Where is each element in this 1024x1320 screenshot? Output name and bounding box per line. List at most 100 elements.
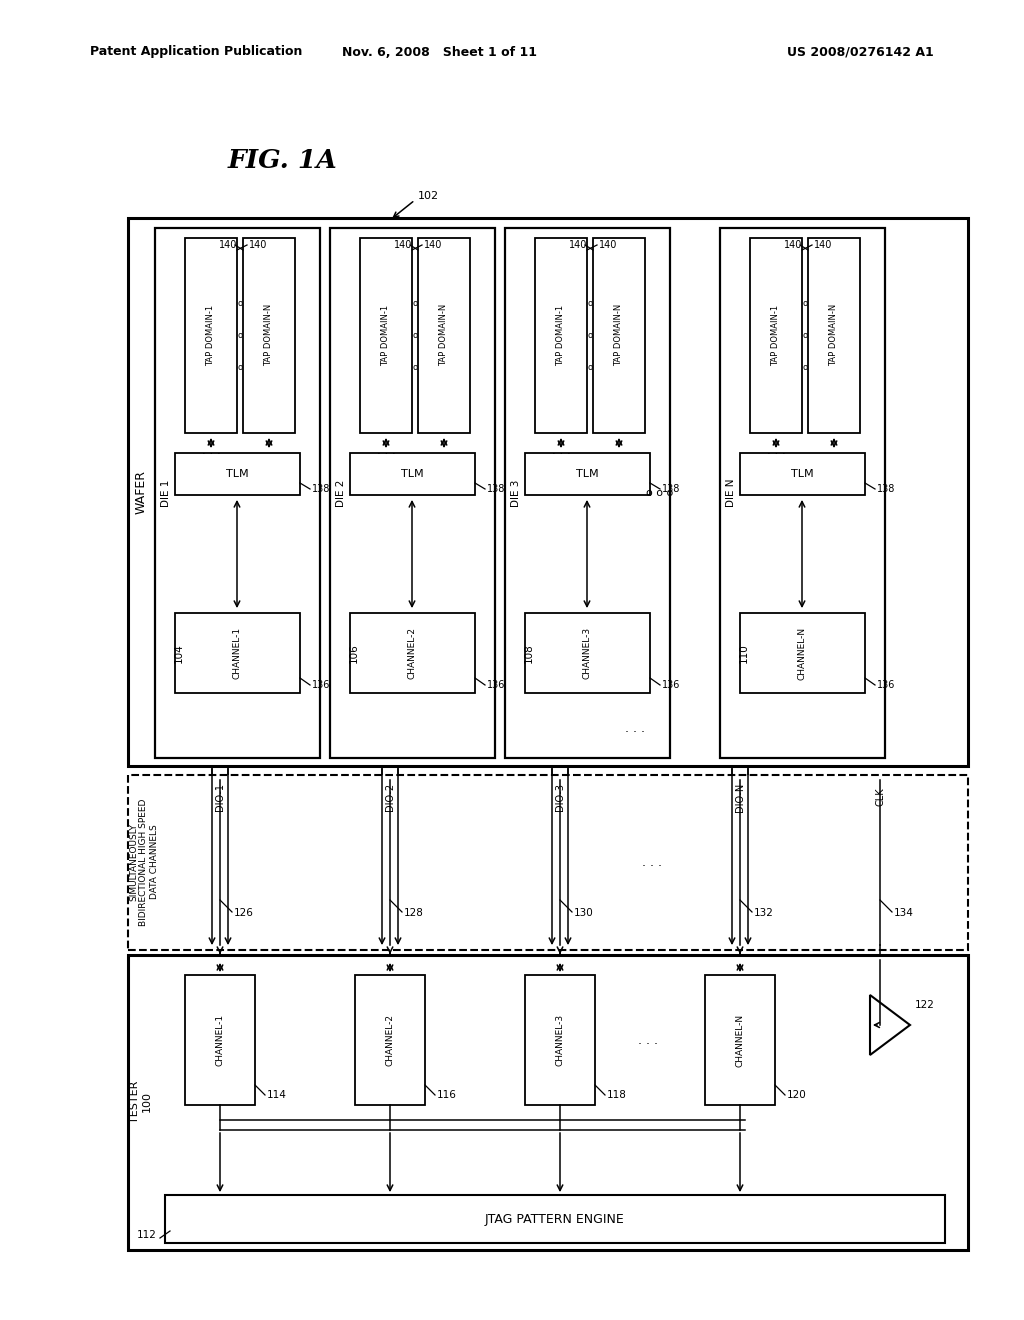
Text: CHANNEL-3: CHANNEL-3: [583, 627, 592, 678]
Text: TAP DOMAIN-N: TAP DOMAIN-N: [439, 304, 449, 366]
Text: 136: 136: [312, 680, 331, 690]
Text: TLM: TLM: [400, 469, 423, 479]
Bar: [355, 975, 425, 1105]
Text: . . .: . . .: [377, 445, 395, 458]
Bar: [525, 612, 650, 693]
Text: 140: 140: [219, 240, 237, 249]
Text: 136: 136: [877, 680, 895, 690]
Text: 126: 126: [234, 908, 254, 917]
Text: 138: 138: [877, 484, 895, 494]
Bar: [243, 238, 295, 433]
Text: 140: 140: [393, 240, 412, 249]
Text: CHANNEL-N: CHANNEL-N: [798, 627, 807, 680]
Bar: [740, 453, 865, 495]
Text: o: o: [588, 363, 593, 372]
Text: TAP DOMAIN-N: TAP DOMAIN-N: [264, 304, 273, 366]
Text: CHANNEL-2: CHANNEL-2: [408, 627, 417, 678]
Text: o: o: [803, 363, 808, 372]
Text: FIG. 1A: FIG. 1A: [228, 148, 338, 173]
Text: CLK: CLK: [874, 788, 885, 807]
Text: 136: 136: [487, 680, 506, 690]
Text: TESTER
100: TESTER 100: [130, 1081, 152, 1123]
Text: o: o: [803, 298, 808, 308]
Bar: [750, 238, 802, 433]
Text: 140: 140: [568, 240, 587, 249]
Bar: [128, 218, 968, 766]
Text: o: o: [238, 298, 243, 308]
Text: o: o: [588, 330, 593, 339]
Text: 118: 118: [607, 1090, 627, 1100]
Text: DIO-2: DIO-2: [385, 783, 395, 810]
Text: JTAG PATTERN ENGINE: JTAG PATTERN ENGINE: [485, 1213, 625, 1225]
Text: CHANNEL-1: CHANNEL-1: [232, 627, 242, 678]
Bar: [525, 975, 595, 1105]
Text: o: o: [413, 330, 418, 339]
Text: . . .: . . .: [638, 1034, 658, 1047]
Bar: [525, 453, 650, 495]
Bar: [808, 238, 860, 433]
Text: . . .: . . .: [202, 445, 220, 458]
Text: 112: 112: [137, 1230, 157, 1239]
Bar: [128, 954, 968, 1250]
Bar: [175, 612, 300, 693]
Text: 116: 116: [437, 1090, 457, 1100]
Text: 140: 140: [249, 240, 267, 249]
Text: . . .: . . .: [625, 722, 645, 734]
Text: o: o: [238, 330, 243, 339]
Bar: [418, 238, 470, 433]
Bar: [175, 453, 300, 495]
Text: o: o: [803, 330, 808, 339]
Bar: [185, 238, 237, 433]
Bar: [155, 228, 319, 758]
Text: DIE N: DIE N: [726, 479, 736, 507]
Text: DIO-3: DIO-3: [555, 783, 565, 810]
Bar: [360, 238, 412, 433]
Text: Nov. 6, 2008   Sheet 1 of 11: Nov. 6, 2008 Sheet 1 of 11: [342, 45, 538, 58]
Text: DIE 1: DIE 1: [161, 479, 171, 507]
Text: TAP DOMAIN-1: TAP DOMAIN-1: [207, 305, 215, 366]
Text: 130: 130: [574, 908, 594, 917]
Text: SIMULTANEOUSLY
BIDIRECTIONAL HIGH SPEED
DATA CHANNELS: SIMULTANEOUSLY BIDIRECTIONAL HIGH SPEED …: [129, 799, 159, 925]
Text: US 2008/0276142 A1: US 2008/0276142 A1: [787, 45, 934, 58]
Text: TAP DOMAIN-N: TAP DOMAIN-N: [829, 304, 839, 366]
Text: 114: 114: [267, 1090, 287, 1100]
Text: CHANNEL-3: CHANNEL-3: [555, 1014, 564, 1067]
Bar: [720, 228, 885, 758]
Text: TAP DOMAIN-1: TAP DOMAIN-1: [771, 305, 780, 366]
Bar: [165, 1195, 945, 1243]
Bar: [350, 453, 475, 495]
Text: TAP DOMAIN-N: TAP DOMAIN-N: [614, 304, 624, 366]
Text: o: o: [588, 298, 593, 308]
Text: o o o: o o o: [646, 488, 674, 498]
Bar: [128, 775, 968, 950]
Text: 138: 138: [662, 484, 680, 494]
Text: CHANNEL-2: CHANNEL-2: [385, 1014, 394, 1067]
Text: 106: 106: [349, 643, 359, 663]
Text: o: o: [413, 298, 418, 308]
Text: 140: 140: [783, 240, 802, 249]
Text: . . .: . . .: [642, 855, 662, 869]
Text: TLM: TLM: [791, 469, 813, 479]
Text: 108: 108: [524, 643, 534, 663]
Text: CHANNEL-1: CHANNEL-1: [215, 1014, 224, 1067]
Text: TLM: TLM: [225, 469, 248, 479]
Text: CHANNEL-N: CHANNEL-N: [735, 1014, 744, 1067]
Text: DIO-1: DIO-1: [215, 783, 225, 810]
Text: 128: 128: [404, 908, 424, 917]
Text: DIO-N: DIO-N: [735, 783, 745, 812]
Bar: [593, 238, 645, 433]
Text: Patent Application Publication: Patent Application Publication: [90, 45, 302, 58]
Text: TAP DOMAIN-1: TAP DOMAIN-1: [556, 305, 565, 366]
Bar: [185, 975, 255, 1105]
Bar: [350, 612, 475, 693]
Text: o: o: [238, 363, 243, 372]
Text: 140: 140: [814, 240, 833, 249]
Text: 102: 102: [418, 191, 439, 201]
Text: 132: 132: [754, 908, 774, 917]
Bar: [505, 228, 670, 758]
Text: 122: 122: [915, 1001, 935, 1010]
Text: 138: 138: [487, 484, 506, 494]
Text: 104: 104: [174, 643, 184, 663]
Text: o: o: [413, 363, 418, 372]
Bar: [330, 228, 495, 758]
